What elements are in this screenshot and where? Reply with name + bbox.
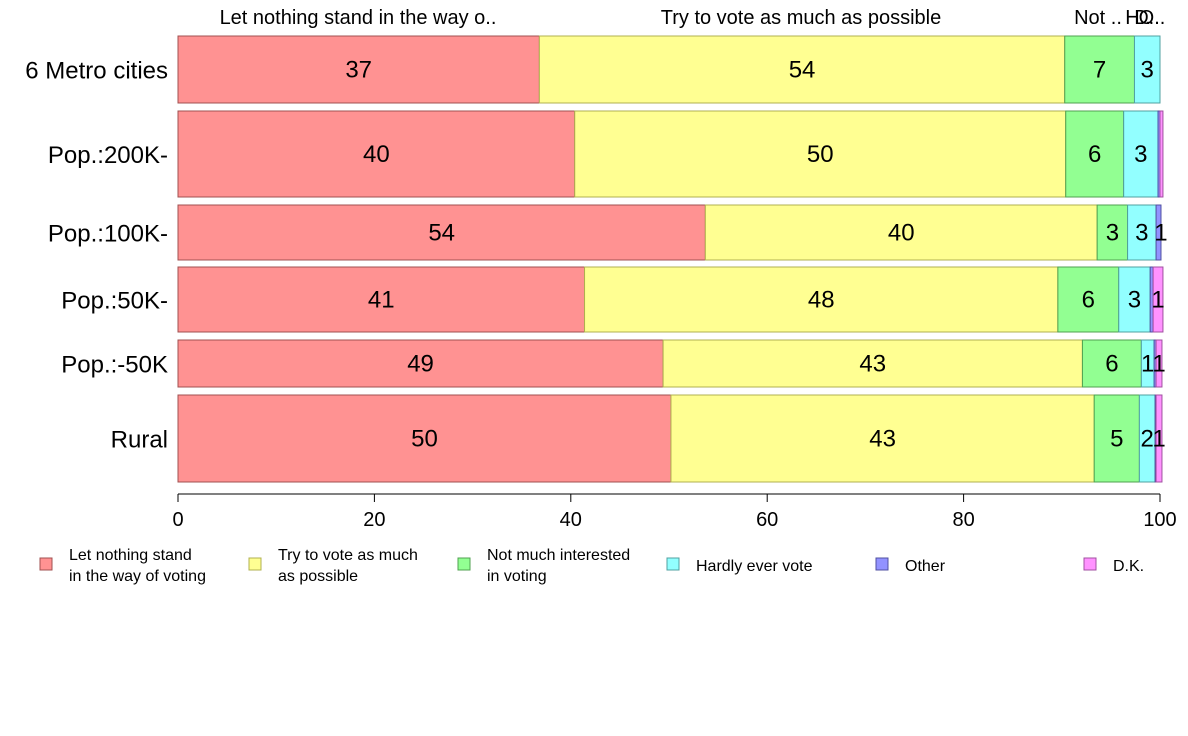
data-label: 3 [1135,220,1148,247]
bar-segment [1118,266,1151,333]
bar-segment [1123,110,1159,198]
legend-label: D.K. [1113,558,1144,575]
bar-segment [1065,110,1125,198]
x-tick-label: 60 [756,509,778,531]
data-label: 50 [411,426,438,453]
bar-segment [1127,204,1157,261]
top-series-labels: Let nothing stand in the way o.. Try to v… [220,7,1166,29]
legend-swatch [1083,557,1097,571]
category-label: 6 Metro cities [25,58,168,85]
series-top-label: Try to vote as much as possible [661,7,942,29]
data-label: 3 [1128,287,1141,314]
data-label: 43 [869,426,896,453]
legend-label: Let nothing stand [69,547,192,564]
bar-segment [1155,394,1163,483]
data-label: 43 [859,351,886,378]
series-top-label: D.. [1134,7,1160,29]
data-label: 49 [407,351,434,378]
data-label: 5 [1110,426,1123,453]
data-label: 3 [1106,220,1119,247]
bar-segment [177,110,576,198]
bar-segment [670,394,1095,483]
legend-swatch [457,557,471,571]
bar-segment [1155,204,1162,261]
bar-segment [704,204,1098,261]
bar-segment [1152,266,1164,333]
data-label: 2 [1141,426,1154,453]
legend-label: in the way of voting [69,568,206,585]
data-label: 6 [1082,287,1095,314]
bar-segment [584,266,1059,333]
x-tick-label: 40 [560,509,582,531]
data-label: 54 [428,220,455,247]
data-label: 3 [1134,141,1147,168]
bar-segment [177,35,540,104]
legend-label: Not much interested [487,547,630,564]
legend-swatch [248,557,262,571]
legend-swatch [39,557,53,571]
legend-swatch [875,557,889,571]
category-label: Pop.:50K- [61,288,168,315]
legend-label: Other [905,558,946,575]
data-label: 37 [345,57,372,84]
bar-segment [1155,339,1163,388]
x-tick-label: 100 [1143,509,1176,531]
bar-segment [1081,339,1142,388]
x-tick-label: 20 [363,509,385,531]
category-label: Pop.:200K- [48,142,168,169]
data-label: 1 [1152,426,1165,453]
legend-label: as possible [278,568,358,585]
data-label: 1 [1154,220,1167,247]
bar-segment [177,339,664,388]
data-label: 6 [1105,351,1118,378]
series-top-label: H.. [1125,7,1151,29]
bar-segment [1133,35,1161,104]
legend-swatch [666,557,680,571]
bar-segment [177,266,586,333]
bar-segment [1159,110,1164,198]
bar-segment [177,204,706,261]
data-label: 3 [1141,57,1154,84]
series-top-label: Not .. [1074,7,1122,29]
data-label: 41 [368,287,395,314]
category-label: Pop.:100K- [48,221,168,248]
category-label: Rural [111,427,168,454]
data-label: 50 [807,141,834,168]
legend-label: Hardly ever vote [696,558,813,575]
data-label: 1 [1141,351,1154,378]
bar-segment [1093,394,1140,483]
x-tick-label: 80 [952,509,974,531]
bar-segment [662,339,1083,388]
bar-segment [538,35,1066,104]
bar-segment [1096,204,1129,261]
category-label: Pop.:-50K [61,352,168,379]
legend: Let nothing stand in the way of voting Try… [39,547,1144,585]
x-tick-label: 0 [172,509,183,531]
bar-segment [1064,35,1135,104]
x-axis: 0 20 40 60 80 100 [172,493,1177,531]
data-label: 6 [1088,141,1101,168]
bar-segment [574,110,1067,198]
category-labels: 6 Metro cities Pop.:200K- Pop.:100K- Pop.:5… [25,58,168,454]
series-top-label: Let nothing stand in the way o.. [220,7,497,29]
data-label: 7 [1093,57,1106,84]
data-label: 48 [808,287,835,314]
series-top-label: O.. [1139,7,1166,29]
data-label: 1 [1152,351,1165,378]
data-label: 40 [363,141,390,168]
bar-segment [1057,266,1120,333]
data-label: 1 [1151,287,1164,314]
data-label: 40 [888,220,915,247]
legend-label: in voting [487,568,547,585]
data-label: 54 [789,57,816,84]
legend-label: Try to vote as much [278,547,418,564]
